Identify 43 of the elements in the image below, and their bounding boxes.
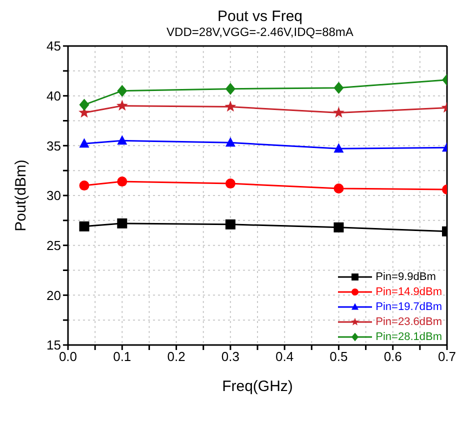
point	[225, 82, 236, 95]
x-tick-label: 0.7	[438, 349, 456, 364]
point	[117, 218, 128, 228]
y-tick-label: 15	[46, 338, 61, 353]
x-tick-label: 0.1	[113, 349, 132, 364]
x-tick-label: 0.3	[221, 349, 240, 364]
point	[225, 137, 236, 147]
x-tick-label: 0.2	[167, 349, 186, 364]
y-tick-label: 45	[46, 38, 61, 54]
point	[334, 82, 344, 94]
point	[79, 138, 90, 148]
y-axis-title: Pout(dBm)	[12, 160, 30, 232]
y-tick-label: 30	[46, 188, 61, 204]
legend-label: Pin=14.9dBm	[376, 286, 442, 298]
x-tick-label: 0.5	[330, 349, 348, 364]
chart-title: Pout vs Freq	[216, 8, 304, 25]
point	[79, 221, 90, 232]
y-tick-label: 40	[46, 88, 61, 104]
x-tick-label: 0.6	[384, 349, 402, 364]
point	[225, 178, 236, 189]
x-tick-label: 0.4	[276, 349, 294, 364]
point	[334, 184, 344, 194]
point	[117, 84, 128, 97]
point	[79, 180, 90, 191]
y-tick-label: 20	[46, 288, 61, 303]
point	[225, 219, 236, 230]
y-tick-label: 35	[46, 138, 61, 154]
point	[333, 106, 344, 118]
point	[334, 222, 344, 232]
legend-label: Pin=9.9dBm	[376, 271, 436, 283]
point	[224, 100, 236, 112]
point	[117, 135, 128, 145]
legend-label: Pin=19.7dBm	[376, 301, 442, 313]
legend-label: Pin=28.1dBm	[376, 331, 442, 343]
x-axis-title: Freq(GHz)	[222, 378, 293, 395]
point	[334, 143, 344, 153]
legend-label: Pin=23.6dBm	[376, 316, 442, 328]
chart-subtitle: VDD=28V,VGG=-2.46V,IDQ=88mA	[166, 25, 354, 39]
point	[116, 100, 128, 111]
x-tick-label: 0.0	[58, 349, 78, 364]
point	[79, 98, 90, 111]
point	[117, 176, 128, 187]
y-tick-label: 25	[46, 238, 61, 253]
